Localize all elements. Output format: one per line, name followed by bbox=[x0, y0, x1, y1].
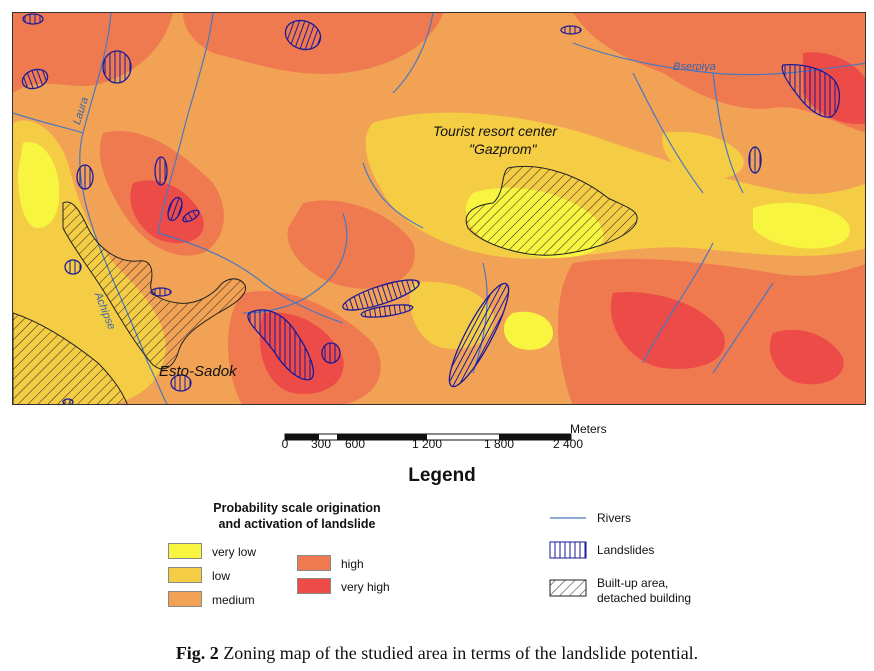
landslides bbox=[21, 13, 841, 404]
legend-title: Legend bbox=[408, 465, 476, 486]
symbol-legend-graphics bbox=[549, 517, 587, 597]
builtup-esto-sadok bbox=[62, 201, 247, 370]
swatch-label-medium: medium bbox=[212, 593, 255, 607]
probability-scale-title: Probability scale origination and activa… bbox=[187, 500, 407, 532]
symbol-label-rivers: Rivers bbox=[597, 511, 632, 525]
builtup-southwest bbox=[13, 312, 128, 404]
zoning-map: Tourist resort center "Gazprom" Esto-Sad… bbox=[12, 12, 866, 405]
swatch-label-high: high bbox=[341, 557, 364, 571]
probability-title-line2: and activation of landslide bbox=[218, 517, 376, 531]
scale-tick-600: 600 bbox=[344, 437, 366, 451]
caption-prefix: Fig. 2 bbox=[175, 643, 219, 663]
swatch-low bbox=[168, 567, 202, 583]
map-canvas bbox=[13, 13, 865, 404]
probability-title-line1: Probability scale origination bbox=[213, 501, 381, 515]
symbol-label-builtup-line1: Built-up area, bbox=[597, 576, 669, 590]
scale-tick-2400: 2 400 bbox=[552, 437, 584, 451]
swatch-high bbox=[297, 555, 331, 571]
builtup-areas bbox=[13, 165, 638, 404]
river-label-bserpiya: Bserpiya bbox=[673, 61, 716, 73]
swatch-medium bbox=[168, 591, 202, 607]
scale-bar bbox=[284, 433, 572, 441]
caption-text: Zoning map of the studied area in terms … bbox=[218, 643, 699, 663]
scale-tick-0: 0 bbox=[281, 437, 289, 451]
swatch-label-low: low bbox=[212, 569, 231, 583]
scale-unit: Meters bbox=[570, 422, 607, 436]
swatch-very-high bbox=[297, 578, 331, 594]
swatch-very-low bbox=[168, 543, 202, 559]
symbol-label-builtup-line2: detached building bbox=[597, 591, 692, 605]
label-esto-sadok: Esto-Sadok bbox=[159, 363, 237, 380]
scale-tick-1800: 1 800 bbox=[483, 437, 515, 451]
landslide-symbol bbox=[549, 541, 587, 559]
builtup-gazprom bbox=[465, 165, 638, 256]
label-resort-line2: "Gazprom" bbox=[469, 141, 537, 157]
scale-tick-1200: 1 200 bbox=[411, 437, 443, 451]
swatch-label-very-high: very high bbox=[341, 580, 390, 594]
symbol-label-builtup: Built-up area, detached building bbox=[597, 576, 691, 606]
symbol-label-landslides: Landslides bbox=[597, 543, 655, 557]
label-resort-line1: Tourist resort center bbox=[433, 123, 557, 139]
builtup-symbol bbox=[549, 579, 587, 597]
scale-tick-300: 300 bbox=[310, 437, 332, 451]
figure-caption: Fig. 2 Zoning map of the studied area in… bbox=[0, 643, 874, 664]
swatch-label-very-low: very low bbox=[212, 545, 257, 559]
